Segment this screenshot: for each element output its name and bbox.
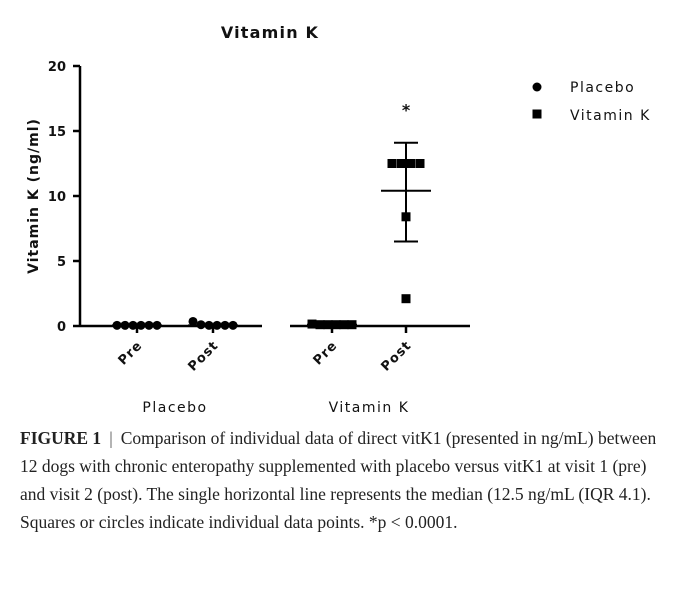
y-axis: 0 5 10 15 20 Vitamin K (ng/ml): [26, 60, 82, 335]
y-tick-label-20: 20: [48, 60, 66, 75]
legend-label-placebo: Placebo: [570, 80, 635, 96]
x-tick-label-vitamin-k-pre: Pre: [311, 338, 341, 368]
data-marks: [112, 141, 431, 330]
caption-separator: |: [109, 428, 113, 448]
figure-caption: FIGURE 1 | Comparison of individual data o…: [20, 424, 660, 536]
y-tick-label-5: 5: [57, 255, 66, 270]
chart-title: Vitamin K: [221, 23, 319, 42]
data-point-vitamin-k-post-1: [396, 159, 406, 168]
data-point-vitamin-k-post-3: [415, 159, 425, 168]
legend-label-vitamin-k: Vitamin K: [570, 108, 651, 124]
significance-marker-0: *: [402, 101, 411, 120]
y-tick-label-15: 15: [48, 125, 66, 140]
x-tick-label-vitamin-k-post: Post: [378, 338, 414, 374]
figure-label: FIGURE 1: [20, 428, 102, 448]
group-label-placebo: Placebo: [142, 400, 207, 416]
data-point-vitamin-k-post-2: [406, 159, 416, 168]
y-axis-label: Vitamin K (ng/ml): [26, 118, 42, 274]
data-point-placebo-post-0: [188, 316, 198, 326]
caption-text: Comparison of individual data of direct …: [20, 428, 657, 532]
x-axis: Pre Post Pre Post Placebo Vitamin K: [80, 324, 470, 416]
x-tick-label-placebo-pre: Pre: [116, 338, 146, 368]
legend-marker-placebo: [532, 82, 542, 92]
annotations: *: [402, 101, 411, 120]
data-point-vitamin-k-post-0: [387, 159, 397, 168]
dot-plot-chart: Vitamin K 0 5 10 15 20 Vitamin K (ng/ml) Pre…: [26, 23, 651, 416]
y-tick-label-0: 0: [57, 320, 66, 335]
group-label-vitamin-k: Vitamin K: [329, 400, 410, 416]
y-tick-label-10: 10: [48, 190, 66, 205]
data-point-vitamin-k-post-5: [401, 294, 411, 304]
x-tick-label-placebo-post: Post: [185, 338, 221, 374]
legend-marker-vitamin-k: [532, 109, 542, 119]
legend: Placebo Vitamin K: [532, 80, 651, 124]
